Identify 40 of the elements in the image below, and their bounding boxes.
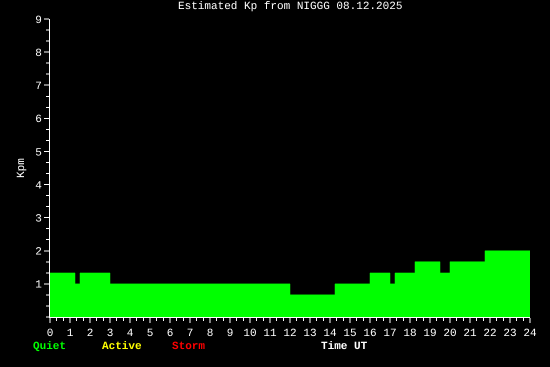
x-tick-label: 18 xyxy=(403,328,417,340)
y-tick-label: 8 xyxy=(35,48,42,60)
x-tick-label: 13 xyxy=(303,328,317,340)
y-tick-label: 2 xyxy=(35,246,42,259)
x-tick-label: 9 xyxy=(226,328,234,340)
x-tick-label: 1 xyxy=(66,328,74,340)
legend-label: Active xyxy=(102,341,142,353)
legend-label: Storm xyxy=(172,341,206,353)
y-tick-label: 1 xyxy=(35,280,42,292)
x-tick-label: 12 xyxy=(283,328,297,340)
x-tick-label: 11 xyxy=(263,328,277,340)
x-tick-label: 15 xyxy=(343,328,357,340)
x-tick-label: 0 xyxy=(46,328,54,340)
y-tick-label: 7 xyxy=(35,81,42,94)
x-tick-label: 6 xyxy=(166,328,174,340)
x-axis-title: Time UT xyxy=(321,341,368,353)
x-tick-label: 7 xyxy=(186,328,194,340)
x-tick-label: 24 xyxy=(523,328,537,340)
x-tick-label: 2 xyxy=(86,328,94,340)
y-tick-label: 6 xyxy=(35,114,42,126)
x-tick-label: 8 xyxy=(206,328,214,340)
x-tick-label: 16 xyxy=(363,328,377,340)
x-tick-label: 10 xyxy=(243,328,257,340)
chart-title: Estimated Kp from NIGGG 08.12.2025 xyxy=(178,1,402,13)
x-tick-label: 14 xyxy=(323,328,337,340)
x-tick-label: 17 xyxy=(383,328,397,340)
x-tick-label: 21 xyxy=(463,328,477,340)
x-tick-label: 19 xyxy=(423,328,437,340)
y-axis-title: Kpm xyxy=(16,158,28,178)
y-tick-label: 5 xyxy=(35,147,42,160)
x-tick-label: 3 xyxy=(106,328,114,340)
y-tick-label: 9 xyxy=(35,14,42,27)
y-tick-label: 4 xyxy=(35,180,42,192)
x-tick-label: 22 xyxy=(483,328,497,340)
y-tick-label: 3 xyxy=(35,214,42,226)
x-tick-label: 5 xyxy=(146,328,154,340)
x-tick-label: 20 xyxy=(443,328,457,340)
x-tick-label: 4 xyxy=(126,328,134,340)
x-tick-label: 23 xyxy=(503,328,517,340)
text: Quiet xyxy=(33,341,66,353)
